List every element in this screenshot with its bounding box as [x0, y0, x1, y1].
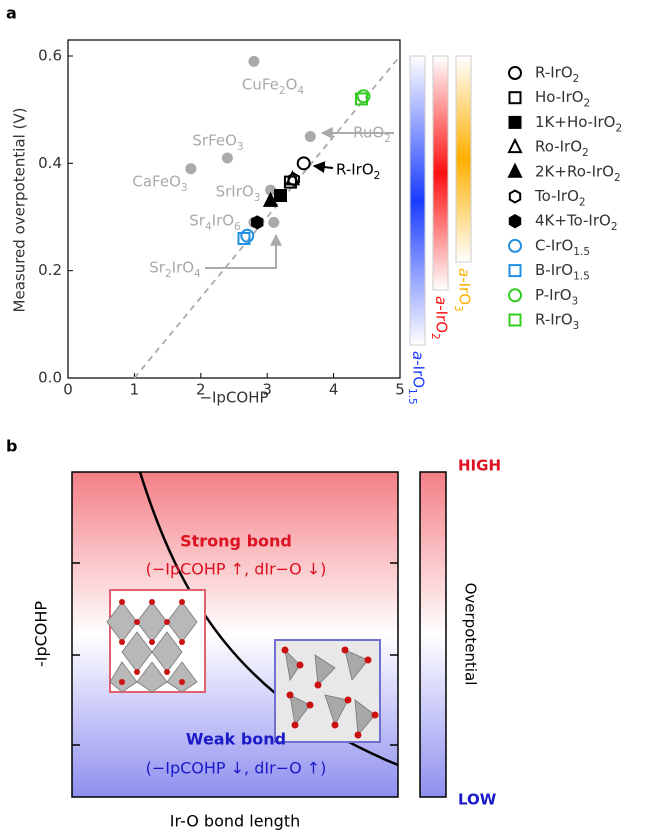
x-tick-label: 1 — [130, 381, 140, 399]
panel-label: b — [6, 437, 17, 456]
annotation-label: R-IrO2 — [336, 161, 380, 183]
annotation-arrow — [205, 235, 276, 268]
legend-marker — [509, 165, 521, 177]
crystal-ordered — [107, 590, 205, 692]
colorbar-label: a-IrO3 — [452, 268, 474, 312]
legend-marker — [510, 92, 521, 103]
legend-label: R-IrO3 — [535, 311, 579, 333]
colorbar — [410, 56, 425, 345]
legend-marker — [510, 191, 520, 203]
reference-label: CuFe2O4 — [242, 76, 305, 98]
reference-point — [248, 56, 259, 67]
legend-marker — [510, 265, 521, 276]
colorbar — [456, 56, 471, 262]
legend-marker — [509, 240, 521, 252]
panel-label: a — [6, 4, 17, 23]
legend-label: 1K+Ho-IrO2 — [535, 113, 622, 134]
reference-point — [305, 131, 316, 142]
legend-marker — [510, 315, 521, 326]
reference-point — [185, 163, 196, 174]
legend-label: 2K+Ro-IrO2 — [535, 162, 621, 184]
colorbar-title: Overpotential — [462, 583, 480, 686]
legend-label: 4K+To-IrO2 — [535, 212, 618, 234]
y-tick-label: 0.4 — [38, 154, 62, 172]
colorbar-label: a-IrO1.5 — [406, 351, 428, 405]
weak-note: (−IpCOHP ↓, dIr−O ↑) — [146, 759, 327, 778]
data-point — [275, 190, 286, 201]
colorbar-label: a-IrO2 — [429, 296, 451, 340]
x-tick-label: 5 — [395, 381, 405, 399]
reference-label: Sr2IrO4 — [149, 259, 201, 281]
legend-marker — [510, 215, 520, 227]
legend-marker — [509, 289, 521, 301]
figure: a b −IpCOHP Measured overpotential (V) 0… — [0, 0, 655, 836]
y-tick-label: 0.6 — [38, 47, 62, 65]
x-tick-label: 4 — [329, 381, 339, 399]
x-axis-label: Ir-O bond length — [170, 812, 301, 831]
crystal-amorphous — [275, 640, 380, 742]
annotation-arrow — [314, 166, 333, 168]
x-tick-label: 0 — [63, 381, 73, 399]
y-tick-label: 0.0 — [38, 369, 62, 387]
colorbar-low: LOW — [458, 791, 497, 809]
legend-label: B-IrO1.5 — [535, 261, 590, 283]
legend-label: C-IrO1.5 — [535, 236, 590, 258]
colorbar — [420, 472, 446, 797]
reference-label: Sr4IrO6 — [189, 212, 241, 234]
strong-label: Strong bond — [180, 532, 292, 551]
x-tick-label: 2 — [196, 381, 206, 399]
reference-label: CaFeO3 — [132, 173, 187, 195]
schematic: Strong bond (−IpCOHP ↑, dIr−O ↓) Weak bo… — [32, 457, 502, 831]
reference-label: SrFeO3 — [192, 132, 243, 154]
x-tick-label: 3 — [262, 381, 272, 399]
legend-label: To-IrO2 — [534, 187, 586, 209]
weak-label: Weak bond — [186, 730, 286, 749]
reference-point — [222, 152, 233, 163]
data-point — [298, 157, 310, 169]
reference-label: SrIrO3 — [216, 183, 261, 205]
x-axis-label: −IpCOHP — [199, 389, 268, 407]
reference-label: RuO2 — [353, 124, 391, 146]
legend-label: Ho-IrO2 — [535, 88, 590, 110]
colorbar — [433, 56, 448, 290]
strong-note: (−IpCOHP ↑, dIr−O ↓) — [146, 560, 327, 579]
legend-label: P-IrO3 — [535, 286, 578, 308]
legend-marker — [509, 140, 521, 152]
legend-marker — [510, 117, 521, 128]
legend-label: Ro-IrO2 — [535, 138, 589, 160]
data-point — [252, 216, 262, 228]
y-tick-label: 0.2 — [38, 261, 62, 279]
legend-label: R-IrO2 — [535, 64, 579, 86]
y-axis-label: -IpCOHP — [32, 601, 51, 667]
scatter-plot: −IpCOHP Measured overpotential (V) 0 1 2 3 4… — [11, 40, 623, 407]
y-axis-label: Measured overpotential (V) — [11, 108, 29, 313]
legend-marker — [509, 67, 521, 79]
reference-point — [268, 217, 279, 228]
plot-frame — [68, 40, 400, 378]
colorbar-high: HIGH — [458, 457, 501, 475]
